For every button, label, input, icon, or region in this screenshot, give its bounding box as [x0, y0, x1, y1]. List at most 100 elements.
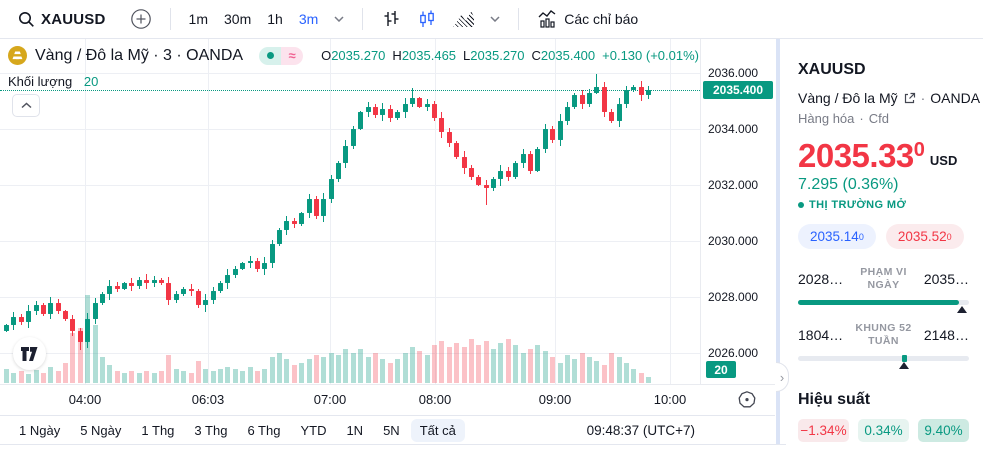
candle	[417, 98, 423, 107]
volume-bar	[380, 359, 386, 383]
collapse-pane-button[interactable]	[12, 94, 40, 117]
volume-bar	[387, 363, 393, 383]
candle	[33, 305, 39, 311]
candle	[513, 162, 519, 177]
candle	[402, 103, 408, 113]
candle	[439, 117, 445, 132]
range-5-years[interactable]: 5N	[374, 419, 409, 442]
volume-bar	[262, 369, 268, 383]
volume-bar	[99, 357, 105, 383]
timeframe-30m[interactable]: 30m	[216, 6, 259, 32]
volume-bar	[439, 341, 445, 383]
timeframe-1m[interactable]: 1m	[181, 6, 216, 32]
candle	[542, 129, 548, 149]
market-status-pill[interactable]: ≈	[259, 46, 304, 65]
volume-bar	[409, 347, 415, 383]
ask-price-badge[interactable]: 2035.52 0	[885, 224, 964, 249]
symbol-search-button[interactable]: XAUUSD	[10, 6, 114, 33]
chart-symbol-title[interactable]: Vàng / Đô la Mỹ · 3 · OANDA	[35, 46, 244, 64]
indicators-button[interactable]: Các chỉ báo	[529, 4, 646, 34]
volume-study-row[interactable]: Khối lượng 20	[8, 74, 98, 89]
symbol-header: Vàng / Đô la Mỹ · 3 · OANDA ≈ O2035.270 …	[8, 46, 699, 65]
indicators-icon	[537, 9, 558, 29]
panel-exchange[interactable]: OANDA	[930, 90, 981, 106]
volume-bar	[173, 369, 179, 383]
week52-low: 1804…	[798, 327, 844, 343]
range-1-day[interactable]: 1 Ngày	[10, 419, 69, 442]
range-all[interactable]: Tất cả	[410, 418, 465, 442]
time-gridline	[555, 39, 556, 384]
perf-badge-1y: 9.40%	[918, 419, 969, 442]
range-1-month[interactable]: 1 Thg	[132, 419, 183, 442]
external-link-icon[interactable]	[903, 92, 916, 105]
candle	[395, 112, 401, 118]
candle	[144, 280, 150, 283]
perf-badge-1w: −1.34%	[798, 419, 849, 442]
chart-type-candles-button[interactable]	[409, 4, 445, 34]
compare-add-button[interactable]	[122, 3, 160, 35]
chart-canvas[interactable]	[0, 39, 700, 384]
chart-type-menu-button[interactable]	[482, 11, 508, 27]
ohlc-close-label: C	[531, 48, 541, 63]
volume-bar	[432, 345, 438, 383]
volume-bar	[476, 345, 482, 383]
clock[interactable]: 09:48:37 (UTC+7)	[586, 423, 695, 438]
candle	[173, 294, 179, 300]
timeframe-menu-button[interactable]	[326, 11, 352, 27]
time-gridline	[330, 39, 331, 384]
volume-badge: 20	[706, 361, 736, 378]
volume-bar	[26, 374, 32, 383]
bid-price-badge[interactable]: 2035.14 0	[798, 224, 876, 249]
volume-bar	[336, 355, 342, 383]
candle	[129, 283, 135, 286]
status-dot-icon	[259, 46, 282, 65]
price-axis[interactable]: 2035.400 20 2036.000 2034.000 2032.000 2030…	[700, 39, 775, 384]
candle	[218, 283, 224, 292]
ohlc-low-label: L	[463, 48, 471, 63]
volume-bar	[40, 373, 46, 383]
candle	[195, 291, 201, 306]
candle	[158, 280, 164, 283]
axis-settings-button[interactable]	[737, 390, 757, 410]
candle	[468, 168, 474, 177]
volume-bar	[395, 359, 401, 383]
candle	[616, 103, 622, 121]
chevron-down-icon	[334, 16, 344, 22]
timeframe-1h[interactable]: 1h	[259, 6, 291, 32]
range-3-months[interactable]: 3 Thg	[185, 419, 236, 442]
volume-bar	[579, 353, 585, 383]
panel-symbol-title: XAUUSD	[798, 61, 866, 78]
volume-bar	[505, 339, 511, 383]
timeframe-3m[interactable]: 3m	[291, 6, 326, 32]
chart-type-bars-button[interactable]	[373, 4, 409, 34]
volume-bar	[358, 349, 364, 383]
search-icon	[18, 11, 35, 28]
panel-change: 7.295 (0.36%)	[798, 176, 899, 193]
candle	[572, 95, 578, 107]
range-5-days[interactable]: 5 Ngày	[71, 419, 130, 442]
candle	[188, 288, 194, 292]
range-6-months[interactable]: 6 Thg	[238, 419, 289, 442]
volume-bar	[144, 371, 150, 383]
volume-bar	[77, 328, 83, 383]
tradingview-logo[interactable]	[13, 337, 46, 370]
volume-bar	[129, 371, 135, 383]
candle	[343, 145, 349, 163]
panel-divider-strip[interactable]	[776, 39, 780, 444]
candle	[122, 283, 128, 289]
range-ytd[interactable]: YTD	[291, 419, 335, 442]
candle	[535, 148, 541, 171]
candle	[579, 95, 585, 104]
candle	[432, 103, 438, 118]
panel-market-type: Hàng hóa	[798, 111, 855, 126]
time-axis[interactable]: 04:00 06:03 07:00 08:00 09:00 10:00	[0, 384, 775, 415]
candle	[313, 199, 319, 216]
candle	[594, 87, 600, 93]
range-1-year[interactable]: 1N	[337, 419, 372, 442]
volume-bar	[483, 341, 489, 383]
candle	[498, 171, 504, 180]
chevron-up-icon	[21, 102, 32, 109]
chart-type-area-button[interactable]	[445, 6, 482, 32]
ohlc-high-value: 2035.465	[401, 48, 457, 63]
